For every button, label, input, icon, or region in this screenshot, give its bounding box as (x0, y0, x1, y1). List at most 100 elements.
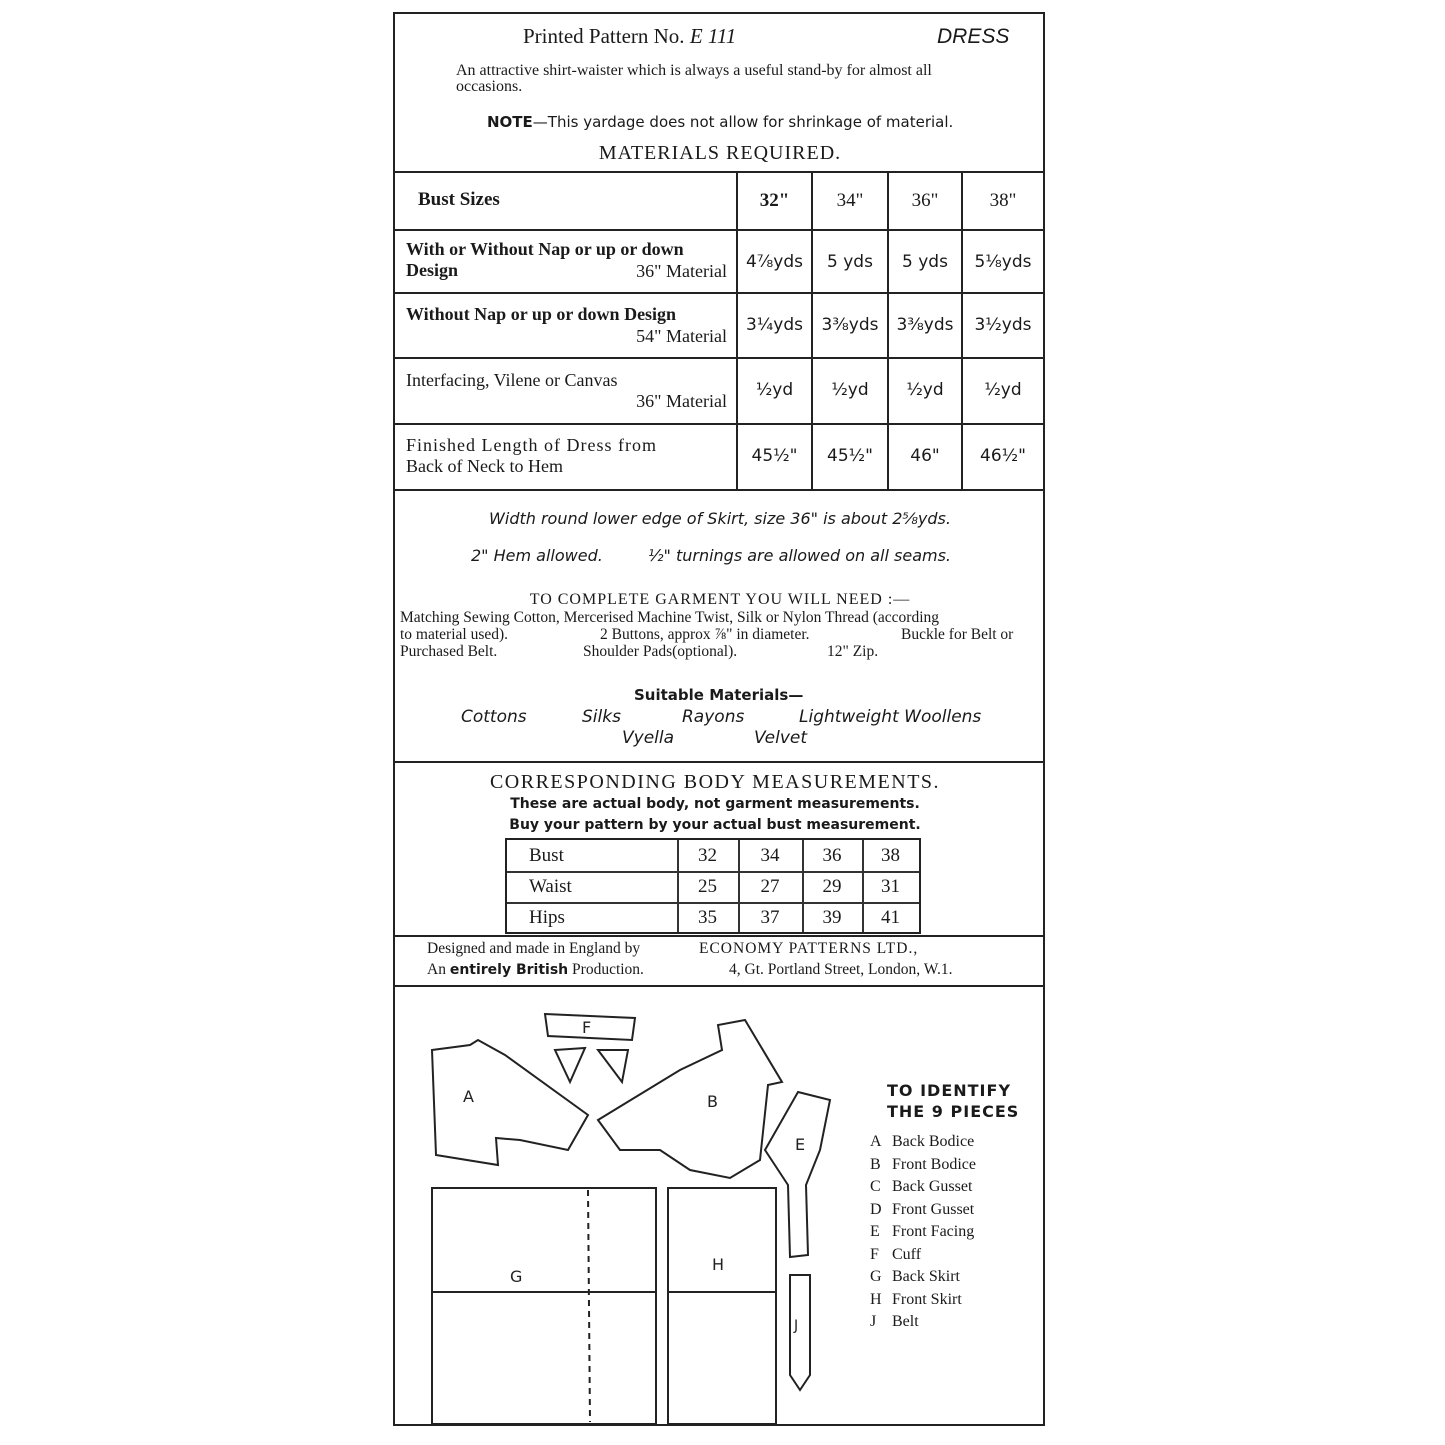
body-measurements-title: CORRESPONDING BODY MEASUREMENTS. (489, 771, 941, 793)
material-value: ½yd (984, 379, 1022, 400)
skirt-width-note: Width round lower edge of Skirt, size 36… (489, 509, 951, 528)
body-measurement-value: 35 (698, 906, 717, 928)
piece-legend-item: A Back Bodice (870, 1133, 974, 1151)
material-value: 5⅛yds (974, 251, 1032, 272)
piece-name: Back Skirt (892, 1268, 960, 1285)
material-item: Cottons (461, 707, 527, 727)
piece-b-front-bodice: B (596, 1018, 784, 1180)
material-item: Lightweight Woollens (799, 707, 982, 727)
row-sublabel: 36" Material (636, 261, 727, 281)
piece-letter: D (870, 1200, 882, 1218)
bust-sizes-label: Bust Sizes (418, 189, 500, 210)
piece-legend-item: E Front Facing (870, 1223, 974, 1241)
row-sublabel: Back of Neck to Hem (406, 456, 563, 476)
suitable-materials-title: Suitable Materials— (634, 686, 804, 704)
turnings-note: ½" turnings are allowed on all seams. (648, 546, 952, 565)
svg-text:B: B (707, 1092, 718, 1111)
materials-title: MATERIALS REQUIRED. (598, 142, 842, 164)
material-value: ½yd (755, 379, 794, 400)
row-label: Without Nap or up or down Design (406, 304, 677, 324)
piece-h-front-skirt: H (667, 1187, 777, 1425)
size-header: 32" (759, 190, 790, 211)
address: 4, Gt. Portland Street, London, W.1. (729, 961, 953, 978)
piece-f-cuff: F (543, 1012, 637, 1042)
piece-d-front-gusset (596, 1049, 630, 1085)
material-value: 3⅜yds (821, 314, 879, 335)
material-value: 5 yds (902, 251, 948, 272)
pieces-title-2: THE 9 PIECES (887, 1102, 1020, 1121)
garment-type: DRESS (937, 25, 1010, 48)
material-value: 5 yds (827, 251, 873, 272)
complete-line-2b: 2 Buttons, approx ⅞" in diameter. (600, 626, 810, 643)
row-sublabel: 54" Material (636, 326, 727, 346)
piece-letter: E (870, 1223, 880, 1240)
complete-garment-title: TO COMPLETE GARMENT YOU WILL NEED :— (529, 591, 911, 608)
svg-text:H: H (712, 1255, 724, 1274)
piece-j-belt: J (789, 1274, 811, 1392)
piece-name: Front Skirt (892, 1290, 962, 1308)
piece-letter: A (870, 1133, 882, 1150)
pattern-label: Printed Pattern No. (523, 24, 685, 48)
body-measurement-value: 27 (760, 875, 780, 897)
piece-letter: C (870, 1178, 881, 1195)
material-value: 3⅜yds (896, 314, 954, 335)
svg-text:F: F (582, 1018, 591, 1037)
complete-line-1: Matching Sewing Cotton, Mercerised Machi… (400, 609, 940, 626)
designed-by: Designed and made in England by (427, 940, 641, 957)
production-line: An entirely British Production. (427, 961, 644, 979)
piece-letter: B (870, 1155, 881, 1173)
piece-name: Front Bodice (892, 1155, 976, 1173)
complete-line-3b: Shoulder Pads(optional). (583, 643, 738, 660)
piece-legend-item: F Cuff (870, 1246, 921, 1264)
body-measurements-sub2: Buy your pattern by your actual bust mea… (509, 817, 921, 833)
piece-a-back-bodice: A (430, 1038, 590, 1167)
note: NOTE—This yardage does not allow for shr… (487, 113, 953, 131)
body-measurement-value: 37 (760, 906, 780, 928)
piece-legend-item: H Front Skirt (870, 1291, 962, 1309)
material-value: 3¼yds (745, 314, 803, 335)
complete-line-3a: Purchased Belt. (400, 643, 498, 660)
body-measurement-value: 38 (881, 844, 900, 866)
body-measurement-value: 36 (822, 844, 842, 866)
production-suffix: Production. (572, 961, 644, 978)
hem-note: 2" Hem allowed. (471, 546, 603, 565)
piece-name: Belt (892, 1313, 919, 1330)
row-label: With or Without Nap or up or down Design (406, 239, 684, 280)
pieces-title-1: TO IDENTIFY (887, 1081, 1012, 1100)
body-row-label: Bust (529, 844, 564, 866)
body-measurement-value: 39 (822, 906, 842, 928)
material-value: 3½yds (974, 314, 1032, 335)
row-sublabel: 36" Material (636, 391, 727, 411)
body-measurement-value: 34 (760, 844, 780, 866)
piece-g-back-skirt: G (431, 1187, 657, 1425)
piece-legend-item: B Front Bodice (870, 1156, 976, 1174)
row-label: Interfacing, Vilene or Canvas (406, 370, 618, 390)
company-name: ECONOMY PATTERNS LTD., (699, 940, 919, 957)
piece-letter: H (870, 1290, 882, 1308)
piece-name: Back Bodice (892, 1133, 975, 1150)
note-label: NOTE (487, 113, 533, 131)
complete-line-3c: 12" Zip. (827, 643, 879, 660)
pattern-number-line: Printed Pattern No. E 111 (523, 24, 736, 49)
body-measurement-value: 41 (881, 906, 900, 928)
production-prefix: An (427, 961, 446, 978)
piece-name: Front Facing (892, 1223, 975, 1240)
piece-letter: G (870, 1268, 882, 1285)
material-item: Vyella (622, 728, 675, 748)
body-row-label: Waist (529, 875, 572, 897)
piece-legend-item: C Back Gusset (870, 1178, 972, 1196)
piece-legend-item: G Back Skirt (870, 1268, 960, 1286)
complete-line-2c: Buckle for Belt or (901, 626, 1014, 643)
size-header: 38" (989, 190, 1017, 211)
complete-line-2a: to material used). (400, 626, 509, 643)
row-label: Finished Length of Dress from (406, 435, 657, 455)
body-measurement-value: 29 (822, 875, 842, 897)
svg-text:J: J (793, 1318, 798, 1334)
piece-e-front-facing: E (763, 1090, 832, 1259)
production-bold: entirely British (449, 962, 569, 978)
piece-letter: F (870, 1245, 879, 1263)
material-item: Rayons (682, 707, 745, 727)
piece-legend-item: J Belt (870, 1313, 919, 1331)
body-measurement-value: 32 (698, 844, 717, 866)
piece-name: Cuff (892, 1245, 922, 1263)
